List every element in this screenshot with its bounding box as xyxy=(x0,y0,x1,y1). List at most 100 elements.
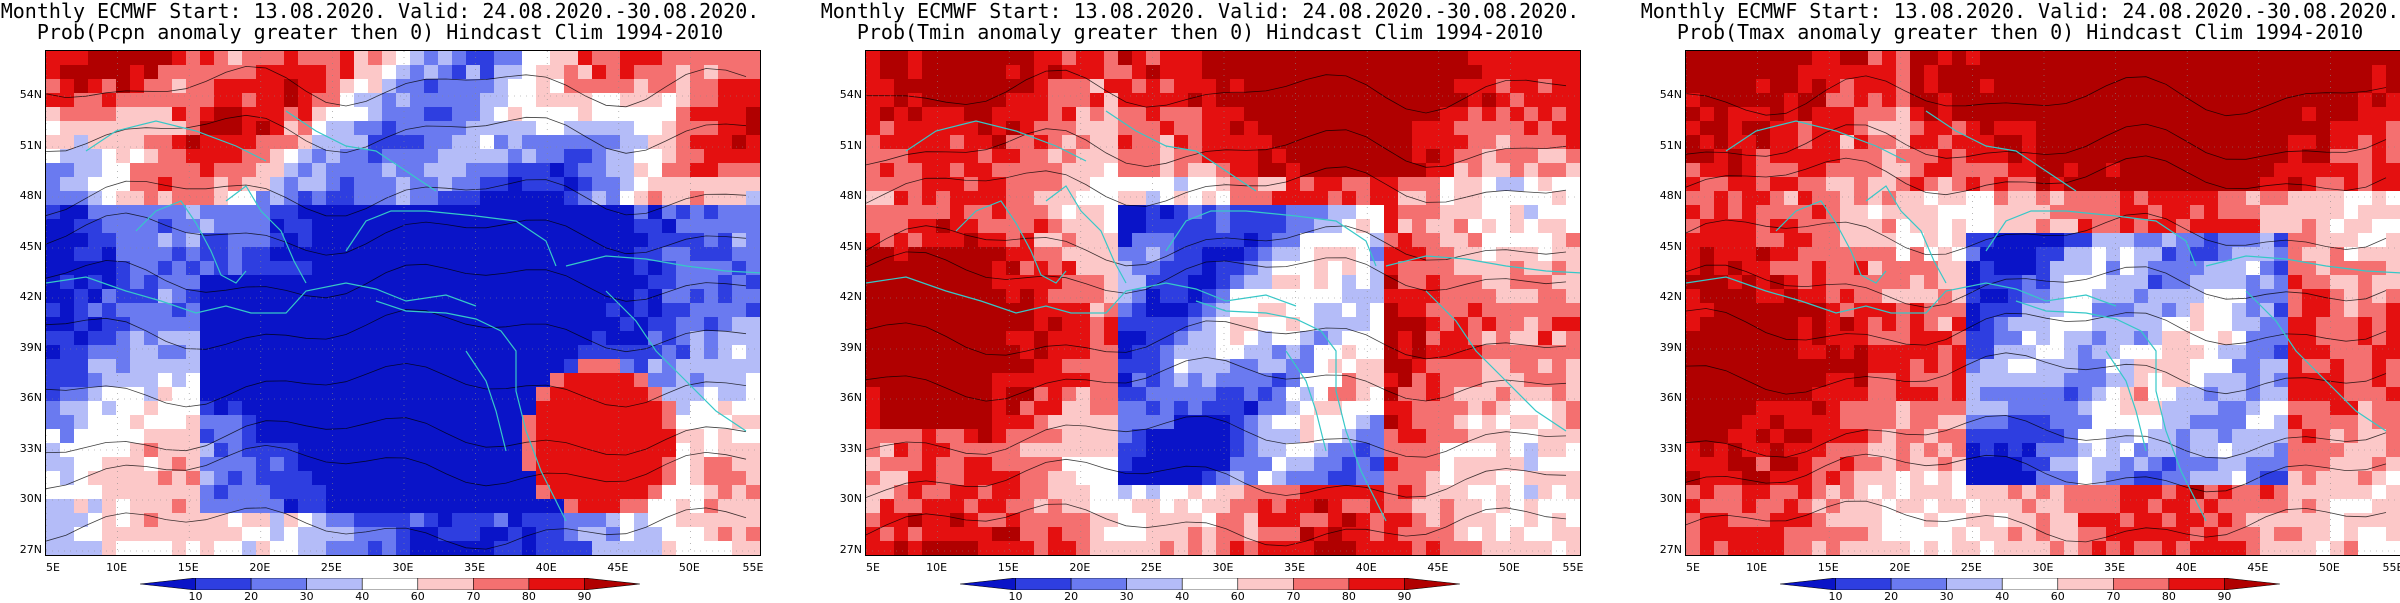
lat-tick-label: 33N xyxy=(820,442,862,455)
colorbar-label: 60 xyxy=(411,590,425,603)
lon-tick-label: 10E xyxy=(1746,561,1767,574)
lat-tick-label: 54N xyxy=(820,88,862,101)
lon-tick-label: 45E xyxy=(2247,561,2268,574)
lat-tick-label: 30N xyxy=(820,492,862,505)
lat-tick-label: 33N xyxy=(1640,442,1682,455)
lon-tick-label: 10E xyxy=(106,561,127,574)
colorbar-label: 70 xyxy=(2106,590,2120,603)
colorbar-swatch xyxy=(2169,578,2225,590)
lat-tick-label: 45N xyxy=(1640,240,1682,253)
colorbar-swatch xyxy=(1404,578,1460,590)
lon-tick-label: 35E xyxy=(464,561,485,574)
colorbar-swatch xyxy=(1127,578,1183,590)
lat-tick-label: 48N xyxy=(820,189,862,202)
lon-tick-label: 45E xyxy=(607,561,628,574)
probability-map xyxy=(45,50,761,556)
lon-tick-label: 25E xyxy=(1141,561,1162,574)
lat-tick-label: 36N xyxy=(0,391,42,404)
colorbar-label: 70 xyxy=(1286,590,1300,603)
lon-tick-label: 55E xyxy=(1563,561,1584,574)
panel-title-line1: Monthly ECMWF Start: 13.08.2020. Valid: … xyxy=(1640,0,2400,22)
lat-tick-label: 39N xyxy=(1640,341,1682,354)
panel-title-line2: Prob(Pcpn anomaly greater then 0) Hindca… xyxy=(0,21,760,43)
colorbar-swatch xyxy=(1182,578,1238,590)
colorbar-label: 80 xyxy=(2162,590,2176,603)
colorbar-swatch xyxy=(2002,578,2058,590)
colorbar-swatch xyxy=(1947,578,2003,590)
colorbar-label: 40 xyxy=(1175,590,1189,603)
colorbar-label: 20 xyxy=(1064,590,1078,603)
lat-tick-label: 51N xyxy=(1640,139,1682,152)
colorbar-swatch xyxy=(1349,578,1405,590)
lon-tick-label: 5E xyxy=(866,561,880,574)
colorbar-swatch xyxy=(1016,578,1072,590)
colorbar-label: 60 xyxy=(1231,590,1245,603)
lon-tick-label: 35E xyxy=(1284,561,1305,574)
lat-tick-label: 27N xyxy=(820,543,862,556)
lat-tick-label: 36N xyxy=(820,391,862,404)
colorbar-swatch xyxy=(960,578,1016,590)
lon-tick-label: 50E xyxy=(2319,561,2340,574)
lon-tick-label: 5E xyxy=(46,561,60,574)
lat-tick-label: 51N xyxy=(0,139,42,152)
colorbar-swatch xyxy=(362,578,418,590)
lat-tick-label: 30N xyxy=(1640,492,1682,505)
colorbar-label: 30 xyxy=(1120,590,1134,603)
colorbar-label: 30 xyxy=(1940,590,1954,603)
colorbar-swatch xyxy=(2058,578,2114,590)
colorbar-label: 10 xyxy=(189,590,203,603)
map-panel-tmin: Monthly ECMWF Start: 13.08.2020. Valid: … xyxy=(820,0,1580,600)
panel-title-line2: Prob(Tmax anomaly greater then 0) Hindca… xyxy=(1640,21,2400,43)
lon-tick-label: 20E xyxy=(1889,561,1910,574)
colorbar-swatch xyxy=(1071,578,1127,590)
lat-tick-label: 39N xyxy=(820,341,862,354)
colorbar-swatch xyxy=(418,578,474,590)
colorbar-label: 80 xyxy=(1342,590,1356,603)
colorbar-swatch xyxy=(1836,578,1892,590)
lon-tick-label: 20E xyxy=(249,561,270,574)
lat-tick-label: 45N xyxy=(820,240,862,253)
lat-tick-label: 42N xyxy=(820,290,862,303)
lat-tick-label: 27N xyxy=(1640,543,1682,556)
lon-tick-label: 45E xyxy=(1427,561,1448,574)
colorbar xyxy=(1780,578,2280,590)
colorbar-label: 90 xyxy=(2217,590,2231,603)
panel-title-line1: Monthly ECMWF Start: 13.08.2020. Valid: … xyxy=(820,0,1580,22)
colorbar-label: 30 xyxy=(300,590,314,603)
lat-tick-label: 27N xyxy=(0,543,42,556)
map-field xyxy=(46,51,761,556)
colorbar-swatch xyxy=(251,578,307,590)
lon-tick-label: 55E xyxy=(743,561,764,574)
lon-tick-label: 30E xyxy=(393,561,414,574)
lon-tick-label: 40E xyxy=(536,561,557,574)
colorbar-swatch xyxy=(2113,578,2169,590)
colorbar-label: 40 xyxy=(1995,590,2009,603)
colorbar-label: 40 xyxy=(355,590,369,603)
lat-tick-label: 39N xyxy=(0,341,42,354)
lon-tick-label: 25E xyxy=(1961,561,1982,574)
colorbar-swatch xyxy=(473,578,529,590)
colorbar-label: 10 xyxy=(1009,590,1023,603)
lon-tick-label: 50E xyxy=(679,561,700,574)
lat-tick-label: 48N xyxy=(1640,189,1682,202)
map-field xyxy=(1686,51,2400,556)
colorbar-label: 90 xyxy=(1397,590,1411,603)
lon-tick-label: 35E xyxy=(2104,561,2125,574)
colorbar xyxy=(140,578,640,590)
probability-map xyxy=(1685,50,2400,556)
colorbar-swatch xyxy=(140,578,196,590)
lon-tick-label: 40E xyxy=(2176,561,2197,574)
colorbar-swatch xyxy=(1238,578,1294,590)
map-field xyxy=(866,51,1581,556)
lat-tick-label: 42N xyxy=(1640,290,1682,303)
lat-tick-label: 33N xyxy=(0,442,42,455)
colorbar xyxy=(960,578,1460,590)
lon-tick-label: 15E xyxy=(1818,561,1839,574)
lat-tick-label: 45N xyxy=(0,240,42,253)
lon-tick-label: 15E xyxy=(178,561,199,574)
lon-tick-label: 5E xyxy=(1686,561,1700,574)
colorbar-label: 90 xyxy=(577,590,591,603)
lon-tick-label: 15E xyxy=(998,561,1019,574)
lon-tick-label: 55E xyxy=(2383,561,2400,574)
lon-tick-label: 30E xyxy=(2033,561,2054,574)
